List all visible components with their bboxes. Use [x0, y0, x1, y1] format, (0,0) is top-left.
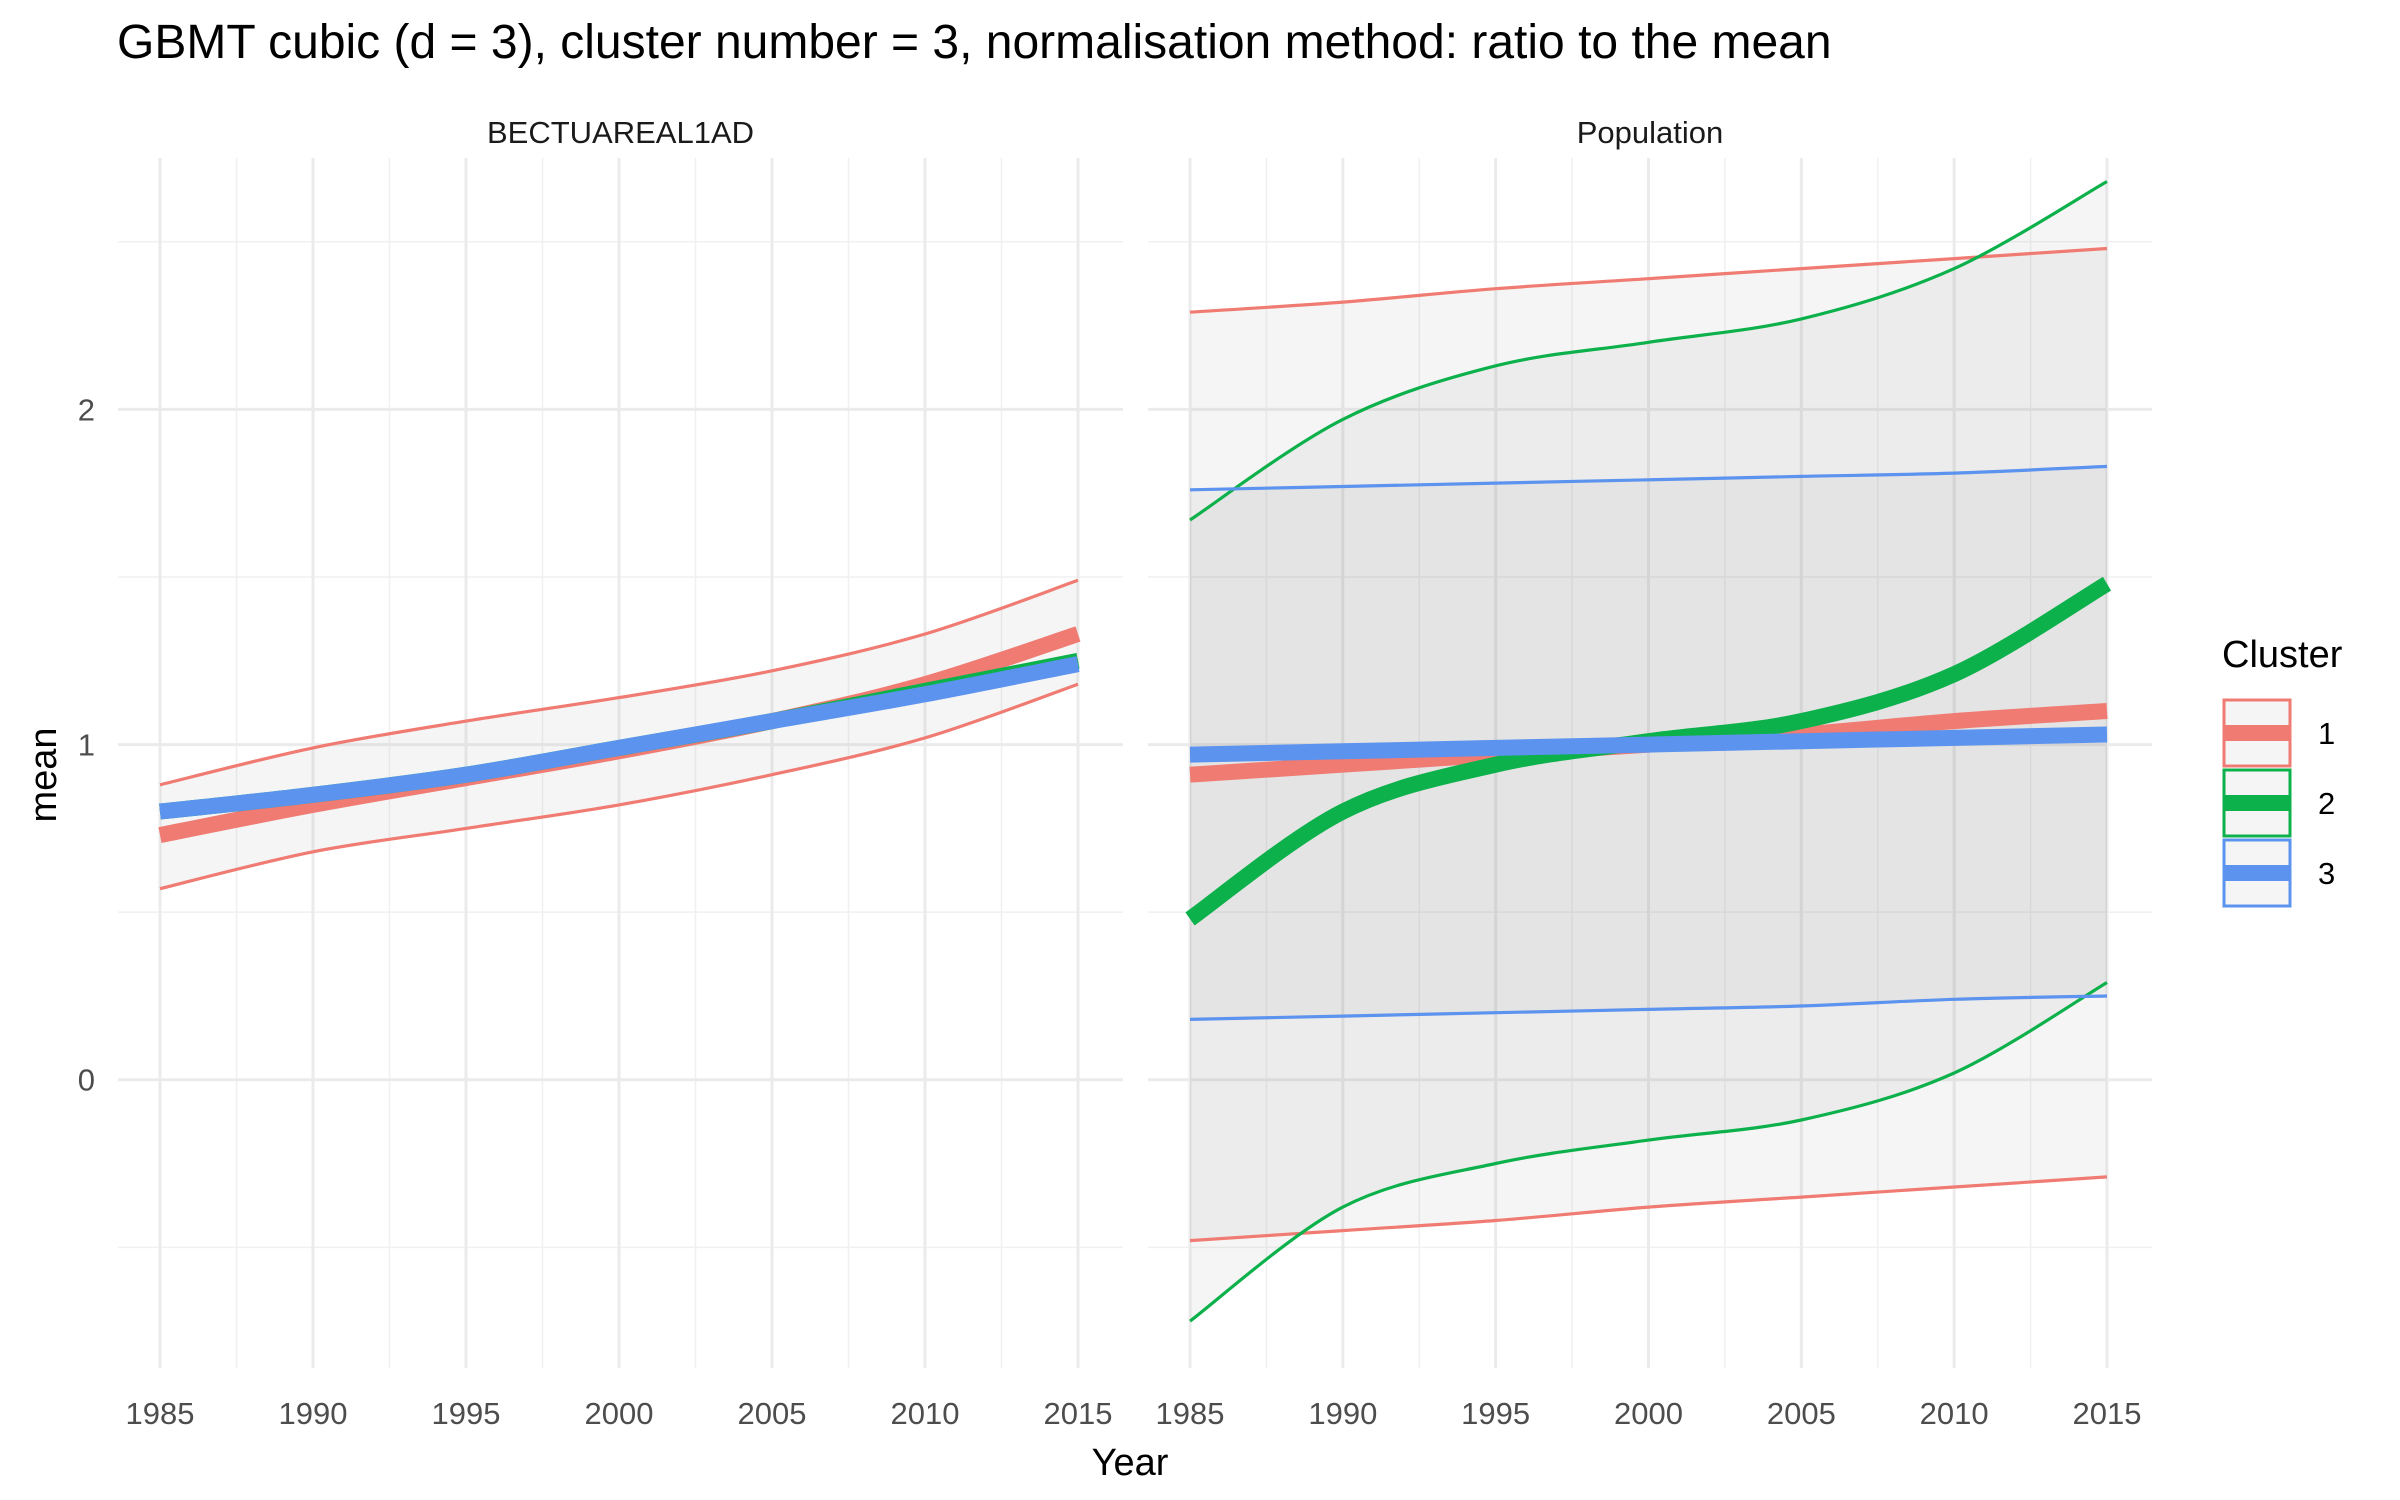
- x-tick-label: 1985: [1156, 1396, 1225, 1431]
- panel-2: Population 1985 1990 1995 2000 2005 2010 2015: [1148, 115, 2152, 1431]
- band-upper-cluster-1: [1189, 246, 2108, 314]
- chart-title: GBMT cubic (d = 3), cluster number = 3, …: [117, 16, 1832, 69]
- y-tick-label: 2: [78, 392, 95, 427]
- band-upper-cluster-1: [159, 578, 1079, 787]
- y-tick-label: 0: [78, 1063, 95, 1098]
- x-tick-label: 2015: [1044, 1396, 1113, 1431]
- legend-label: 1: [2318, 716, 2335, 751]
- x-tick-label: 2010: [1920, 1396, 1989, 1431]
- x-tick-label: 2000: [585, 1396, 654, 1431]
- legend-entry-1: 1: [2222, 698, 2335, 768]
- legend-label: 2: [2318, 786, 2335, 821]
- legend-entry-2: 2: [2222, 768, 2335, 838]
- ribbon-cluster-1: [160, 580, 1078, 889]
- x-tick-label: 2000: [1614, 1396, 1683, 1431]
- y-tick-label: 1: [78, 728, 95, 763]
- legend: Cluster 1 2 3: [2222, 634, 2343, 908]
- legend-title: Cluster: [2222, 634, 2343, 676]
- x-axis-title: Year: [1092, 1442, 1169, 1484]
- x-tick-label: 1985: [126, 1396, 195, 1431]
- x-tick-label: 2005: [1767, 1396, 1836, 1431]
- panel-strip-label: BECTUAREAL1AD: [487, 115, 754, 150]
- y-axis-title: mean: [23, 727, 65, 822]
- band-lower-cluster-1: [1189, 1175, 2108, 1243]
- mean-line-cluster-3: [159, 656, 1080, 820]
- band-lower-cluster-1: [159, 682, 1079, 891]
- x-tick-label: 1995: [1461, 1396, 1530, 1431]
- band-lower-cluster-2: [1189, 981, 2108, 1323]
- mean-line-cluster-3: [1189, 726, 2108, 763]
- x-tick-label: 1990: [279, 1396, 348, 1431]
- band-lower-cluster-3: [1189, 994, 2108, 1021]
- band-upper-cluster-2: [1189, 180, 2108, 522]
- x-tick-label: 1990: [1308, 1396, 1377, 1431]
- x-tick-label: 2005: [738, 1396, 807, 1431]
- x-tick-label: 2015: [2073, 1396, 2142, 1431]
- x-tick-label: 1995: [432, 1396, 501, 1431]
- legend-entry-3: 3: [2222, 838, 2335, 908]
- panel-strip-label: Population: [1577, 115, 1724, 150]
- band-upper-cluster-3: [1189, 464, 2108, 492]
- x-tick-label: 2010: [891, 1396, 960, 1431]
- legend-label: 3: [2318, 856, 2335, 891]
